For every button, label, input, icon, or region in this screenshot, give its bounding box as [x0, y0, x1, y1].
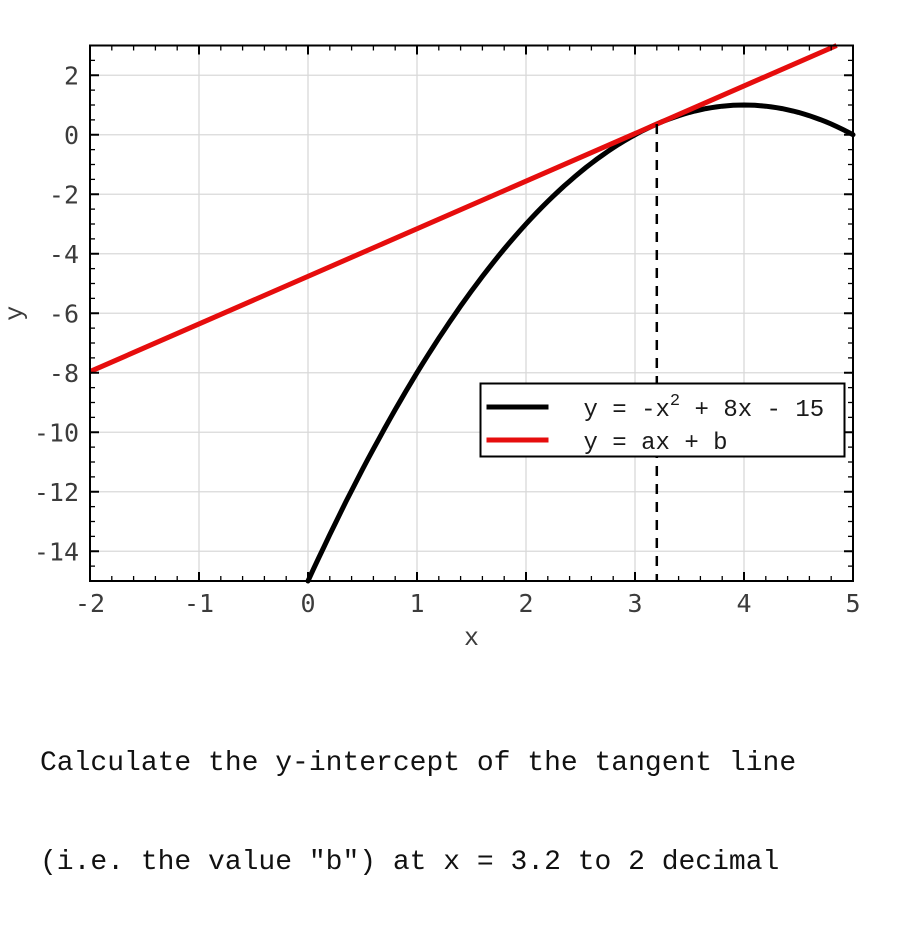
x-tick-label: 4	[736, 589, 751, 618]
x-tick-label: 2	[518, 589, 533, 618]
x-tick-label: -1	[184, 589, 214, 618]
legend-entry-label: y = -x2 + 8x - 15	[584, 392, 825, 424]
x-tick-label: 0	[300, 589, 315, 618]
question-text: Calculate the y-intercept of the tangent…	[40, 681, 796, 930]
x-tick-label: -2	[75, 589, 105, 618]
question-line-1: Calculate the y-intercept of the tangent…	[40, 748, 797, 779]
tangent-line	[88, 43, 838, 374]
legend-box	[479, 382, 846, 458]
y-tick-label: -12	[34, 478, 79, 507]
y-tick-label: -4	[49, 240, 79, 269]
question-line-2: (i.e. the value "b") at x = 3.2 to 2 dec…	[40, 847, 780, 878]
y-tick-label: 0	[64, 121, 79, 150]
x-tick-labels: -2 -1 0 1 2 3 4 5	[75, 589, 861, 618]
grid-lines	[90, 45, 853, 581]
y-tick-label: -14	[34, 537, 79, 566]
y-tick-label: -2	[49, 180, 79, 209]
parabola-curve	[305, 102, 856, 584]
data-series	[88, 43, 856, 584]
x-tick-label: 3	[627, 589, 642, 618]
x-axis-label: x	[464, 624, 479, 653]
legend: y = -x2 + 8x - 15 y = ax + b	[479, 382, 846, 458]
x-tick-label: 5	[845, 589, 860, 618]
x-tick-label: 1	[409, 589, 424, 618]
y-tick-labels: 2 0 -2 -4 -6 -8 -10 -12 -14	[34, 61, 79, 566]
legend-entry-label: y = ax + b	[584, 430, 728, 457]
y-tick-label: -8	[49, 359, 79, 388]
y-tick-label: -10	[34, 418, 79, 447]
y-tick-label: 2	[64, 61, 79, 90]
y-tick-label: -6	[49, 299, 79, 328]
axis-labels: xy	[1, 306, 479, 653]
y-axis-label: y	[1, 306, 30, 321]
axis-ticks	[89, 44, 854, 582]
